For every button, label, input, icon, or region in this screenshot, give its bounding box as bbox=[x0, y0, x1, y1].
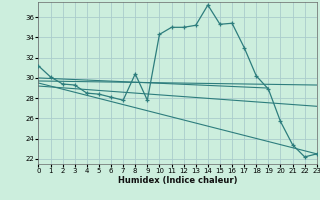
X-axis label: Humidex (Indice chaleur): Humidex (Indice chaleur) bbox=[118, 176, 237, 185]
